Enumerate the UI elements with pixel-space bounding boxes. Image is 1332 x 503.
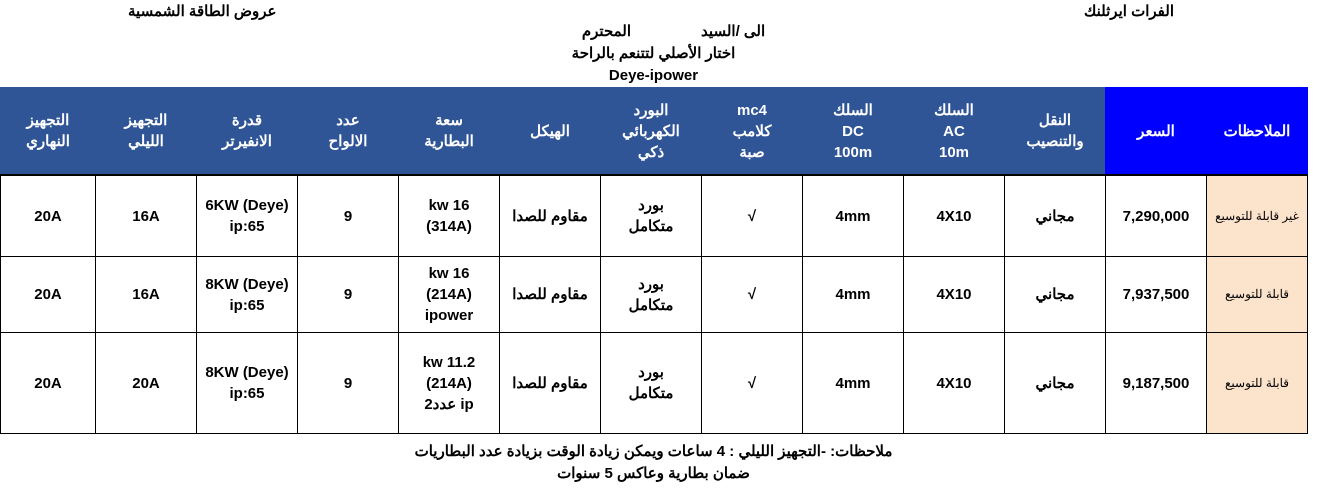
col-mc4: mc4 كلامب صبة — [701, 87, 803, 176]
col-notes: الملاحظات — [1206, 87, 1308, 176]
cell-mc4: √ — [701, 174, 803, 257]
cell-night: 20A — [95, 332, 197, 434]
cell-price: 7,937,500 — [1105, 256, 1207, 333]
footer-warranty: ضمان بطارية وعاكس 5 سنوات — [557, 465, 750, 482]
cell-night: 16A — [95, 174, 197, 257]
col-battery: سعة البطارية — [398, 87, 500, 176]
cell-panels: 9 — [297, 256, 399, 333]
cell-battery: 16 kw (214A) ipower — [398, 256, 500, 333]
cell-installation: مجاني — [1004, 256, 1106, 333]
cell-ac-cable: 4X10 — [903, 256, 1005, 333]
cell-price: 7,290,000 — [1105, 174, 1207, 257]
col-day: التجهيز النهاري — [0, 87, 96, 176]
col-night: التجهيز الليلي — [95, 87, 197, 176]
cell-day: 20A — [0, 332, 96, 434]
header-lines: الى /السيد المحترم اختار الأصلي لتتنعم ب… — [0, 0, 1307, 87]
cell-notes: قابلة للتوسيع — [1206, 256, 1308, 333]
cell-notes: غير قابلة للتوسيع — [1206, 174, 1308, 257]
cell-ac-cable: 4X10 — [903, 332, 1005, 434]
cell-panels: 9 — [297, 332, 399, 434]
cell-installation: مجاني — [1004, 174, 1106, 257]
col-frame: الهيكل — [499, 87, 601, 176]
col-panels: عدد الالواح — [297, 87, 399, 176]
col-inverter: قدرة الانفيرتر — [196, 87, 298, 176]
cell-notes: قابلة للتوسيع — [1206, 332, 1308, 434]
table-row: قابلة للتوسيع 9,187,500 مجاني 4X10 4mm √… — [0, 332, 1308, 434]
cell-board: بورد متكامل — [600, 174, 702, 257]
cell-installation: مجاني — [1004, 332, 1106, 434]
cell-day: 20A — [0, 256, 96, 333]
cell-dc-cable: 4mm — [802, 332, 904, 434]
col-dc-cable: السلك DC 100m — [802, 87, 904, 176]
brand: Deye-ipower — [608, 67, 699, 84]
table-row: قابلة للتوسيع 7,937,500 مجاني 4X10 4mm √… — [0, 256, 1308, 333]
cell-panels: 9 — [297, 174, 399, 257]
cell-frame: مقاوم للصدا — [499, 174, 601, 257]
cell-mc4: √ — [701, 332, 803, 434]
cell-day: 20A — [0, 174, 96, 257]
cell-ac-cable: 4X10 — [903, 174, 1005, 257]
cell-dc-cable: 4mm — [802, 174, 904, 257]
respected: المحترم — [581, 23, 632, 40]
cell-dc-cable: 4mm — [802, 256, 904, 333]
table-row: غير قابلة للتوسيع 7,290,000 مجاني 4X10 4… — [0, 174, 1308, 257]
cell-inverter: 8KW (Deye) ip:65 — [196, 332, 298, 434]
cell-inverter: 8KW (Deye) ip:65 — [196, 256, 298, 333]
cell-mc4: √ — [701, 256, 803, 333]
col-price: السعر — [1105, 87, 1207, 176]
slogan: اختار الأصلي لتتنعم بالراحة — [571, 45, 736, 62]
to-mr: الى /السيد — [701, 23, 766, 40]
greeting-line: الى /السيد المحترم — [0, 21, 1307, 43]
cell-board: بورد متكامل — [600, 332, 702, 434]
cell-battery: 16 kw (314A) — [398, 174, 500, 257]
cell-board: بورد متكامل — [600, 256, 702, 333]
col-installation: النقل والتنصيب — [1004, 87, 1106, 176]
offers-title: عروض الطاقة الشمسية — [128, 3, 277, 20]
cell-inverter: 6KW (Deye) ip:65 — [196, 174, 298, 257]
table-header-row: الملاحظات السعر النقل والتنصيب السلك AC … — [0, 87, 1308, 176]
col-ac-cable: السلك AC 10m — [903, 87, 1005, 176]
footer-note: ملاحظات: -التجهيز الليلي : 4 ساعات ويمكن… — [414, 443, 893, 460]
col-board: البورد الكهربائي ذكي — [600, 87, 702, 176]
cell-night: 16A — [95, 256, 197, 333]
footer: ملاحظات: -التجهيز الليلي : 4 ساعات ويمكن… — [0, 434, 1332, 485]
company-name: الفرات ايرثلنك — [1084, 3, 1174, 20]
cell-frame: مقاوم للصدا — [499, 256, 601, 333]
cell-battery: 11.2 kw (214A) ip عدد2 — [398, 332, 500, 434]
offers-table: الملاحظات السعر النقل والتنصيب السلك AC … — [0, 87, 1308, 434]
cell-price: 9,187,500 — [1105, 332, 1207, 434]
cell-frame: مقاوم للصدا — [499, 332, 601, 434]
